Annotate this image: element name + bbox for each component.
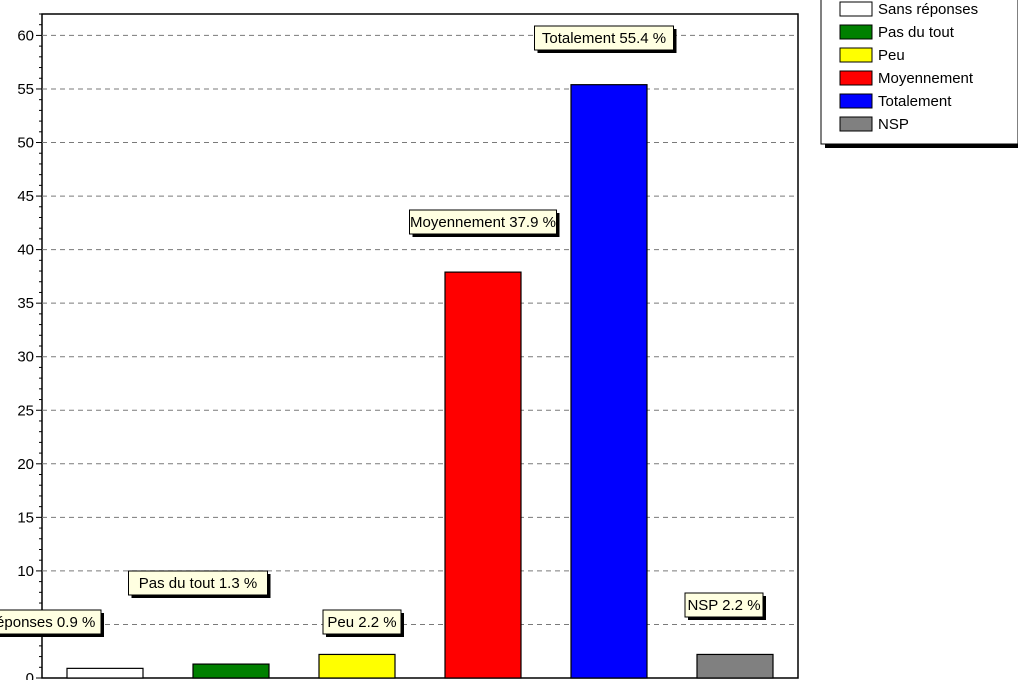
y-tick-label-30: 30	[17, 349, 34, 366]
legend-swatch-peu	[839, 47, 873, 63]
y-tick-label-45: 45	[17, 188, 34, 205]
y-tick-label-25: 25	[17, 402, 34, 419]
legend-swatch-pas-du-tout	[839, 24, 873, 40]
data-label-box	[684, 592, 764, 618]
y-tick-label-50: 50	[17, 135, 34, 152]
y-tick-label-55: 55	[17, 81, 34, 98]
legend-swatch-totalement	[839, 93, 873, 109]
y-tick-label-20: 20	[17, 456, 34, 473]
bar-moyennement	[444, 271, 522, 679]
y-tick-label-35: 35	[17, 295, 34, 312]
legend-label: Peu	[878, 47, 905, 64]
bar-sans-r-ponses	[66, 667, 144, 679]
bar-nsp	[696, 653, 774, 679]
data-label-box	[0, 609, 102, 635]
y-tick-label-0: 0	[26, 670, 34, 680]
legend-label: Moyennement	[878, 70, 974, 87]
y-tick-label-15: 15	[17, 509, 34, 526]
legend-swatch-nsp	[839, 116, 873, 132]
y-tick-label-60: 60	[17, 27, 34, 44]
data-label: Peu 2.2 %	[327, 614, 396, 631]
legend-label: Sans réponses	[878, 1, 978, 18]
legend-label: Totalement	[878, 93, 952, 110]
plot-area	[41, 13, 799, 679]
bar-peu	[318, 653, 396, 679]
data-label: Pas du tout 1.3 %	[139, 575, 257, 592]
data-label-box	[409, 209, 557, 235]
bar-pas-du-tout	[192, 663, 270, 679]
data-label-box	[322, 609, 402, 635]
data-label-box	[534, 25, 674, 51]
data-label: Totalement 55.4 %	[542, 30, 666, 47]
data-label: Sans réponses 0.9 %	[0, 614, 95, 631]
legend-swatch-sans-r-ponses	[839, 1, 873, 17]
legend-label: Pas du tout	[878, 24, 955, 41]
data-label-box	[128, 570, 268, 596]
y-tick-label-40: 40	[17, 242, 34, 259]
data-label: Moyennement 37.9 %	[410, 214, 556, 231]
legend-swatch-moyennement	[839, 70, 873, 86]
data-label: NSP 2.2 %	[687, 597, 760, 614]
legend-label: NSP	[878, 116, 909, 133]
y-tick-label-10: 10	[17, 563, 34, 580]
bar-totalement	[570, 84, 648, 679]
